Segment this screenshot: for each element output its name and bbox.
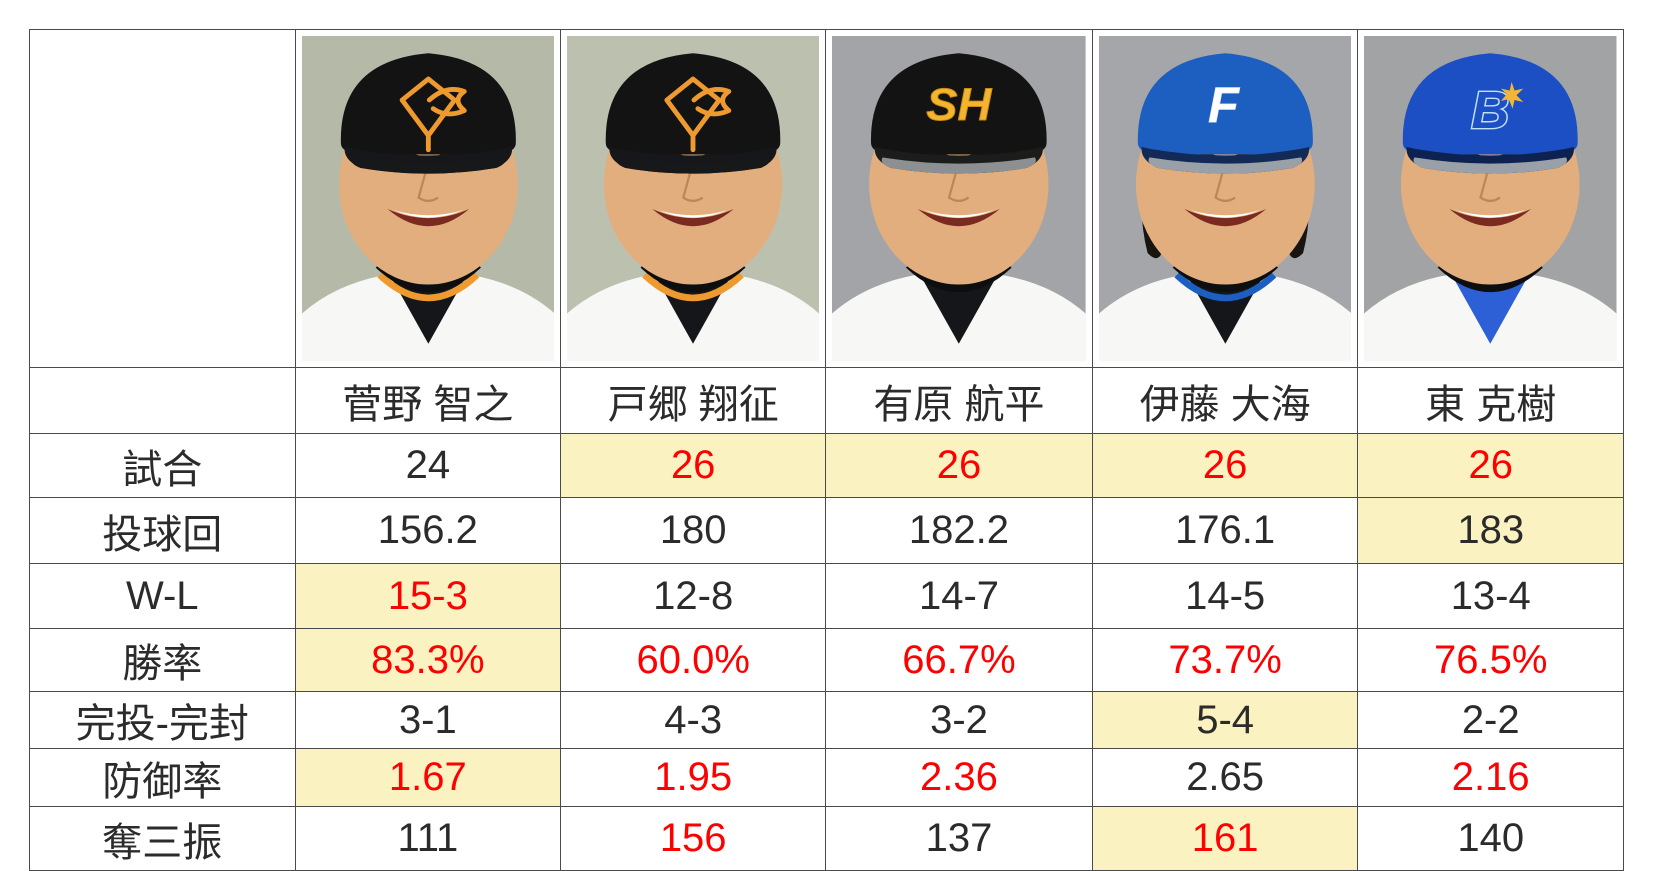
svg-text:SH: SH (926, 79, 993, 130)
svg-text:F: F (1208, 77, 1240, 133)
